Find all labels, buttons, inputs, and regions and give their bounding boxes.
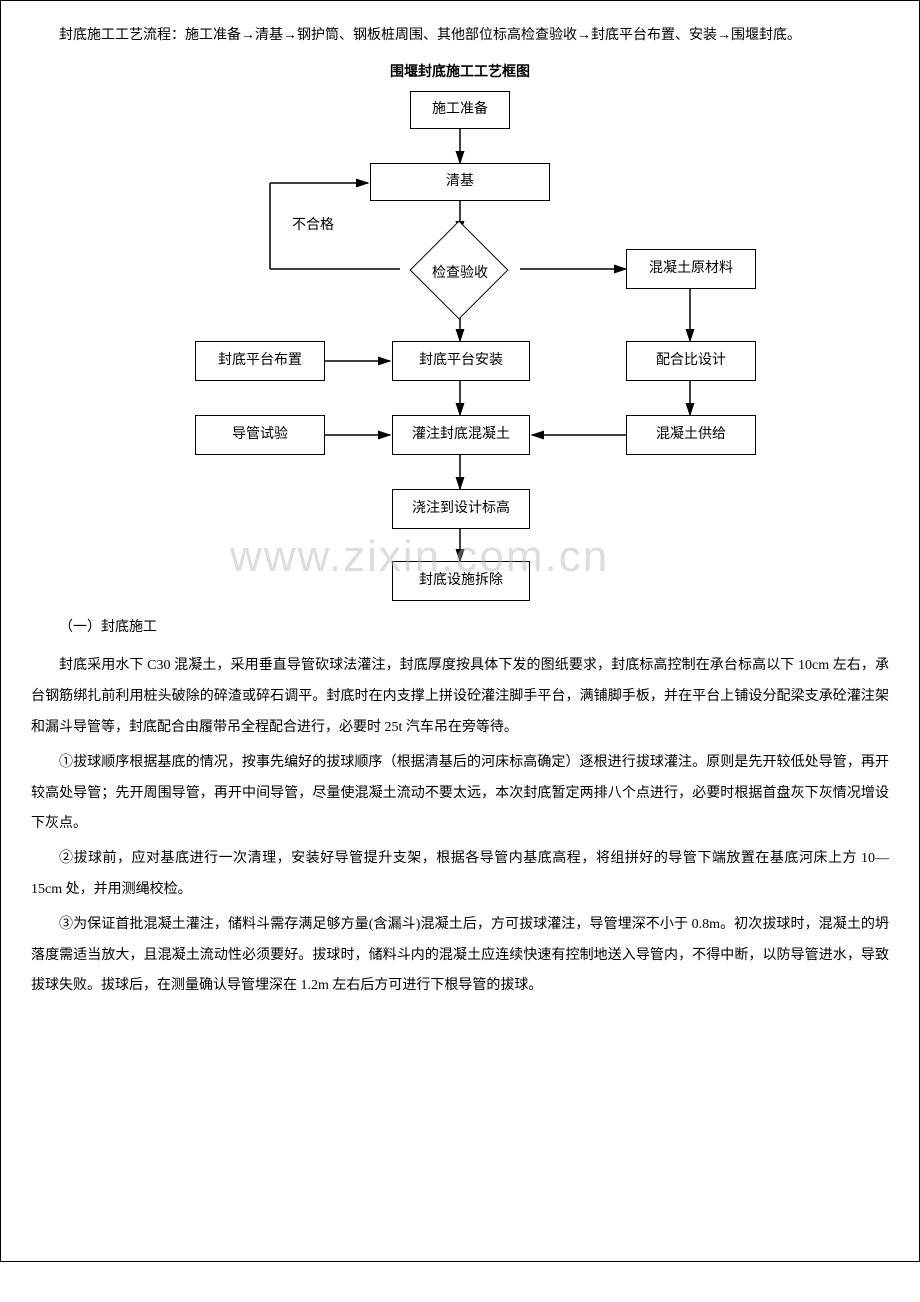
label-fail: 不合格 <box>290 211 336 242</box>
paragraph-2: ①拔球顺序根据基底的情况，按事先编好的拔球顺序（根据清基后的河床标高确定）逐根进… <box>31 748 889 840</box>
node-concrete-supply: 混凝土供给 <box>626 415 756 455</box>
node-platform-layout: 封底平台布置 <box>195 341 325 381</box>
node-pour-elev: 浇注到设计标高 <box>392 489 530 529</box>
node-clear-base: 清基 <box>370 163 550 201</box>
paragraph-1: 封底采用水下 C30 混凝土，采用垂直导管砍球法灌注，封底厚度按具体下发的图纸要… <box>31 651 889 743</box>
node-pipe-test: 导管试验 <box>195 415 325 455</box>
node-material: 混凝土原材料 <box>626 249 756 289</box>
section-1-title: （一）封底施工 <box>31 613 889 644</box>
node-inspect-label: 检查验收 <box>420 259 500 290</box>
flowchart-title: 围堰封底施工工艺框图 <box>31 58 889 89</box>
intro-paragraph: 封底施工工艺流程：施工准备→清基→钢护筒、钢板桩周围、其他部位标高检查验收→封底… <box>31 21 889 52</box>
flowchart-diagram: 施工准备 清基 检查验收 不合格 混凝土原材料 封底平台布置 封底平台安装 配合… <box>100 91 820 601</box>
node-remove: 封底设施拆除 <box>392 561 530 601</box>
node-mix-design: 配合比设计 <box>626 341 756 381</box>
node-prep: 施工准备 <box>410 91 510 129</box>
node-pour-seal: 灌注封底混凝土 <box>392 415 530 455</box>
document-page: 封底施工工艺流程：施工准备→清基→钢护筒、钢板桩周围、其他部位标高检查验收→封底… <box>0 0 920 1262</box>
node-platform-install: 封底平台安装 <box>392 341 530 381</box>
paragraph-4: ③为保证首批混凝土灌注，储料斗需存满足够方量(含漏斗)混凝土后，方可拔球灌注，导… <box>31 910 889 1002</box>
paragraph-3: ②拔球前，应对基底进行一次清理，安装好导管提升支架，根据各导管内基底高程，将组拼… <box>31 844 889 906</box>
